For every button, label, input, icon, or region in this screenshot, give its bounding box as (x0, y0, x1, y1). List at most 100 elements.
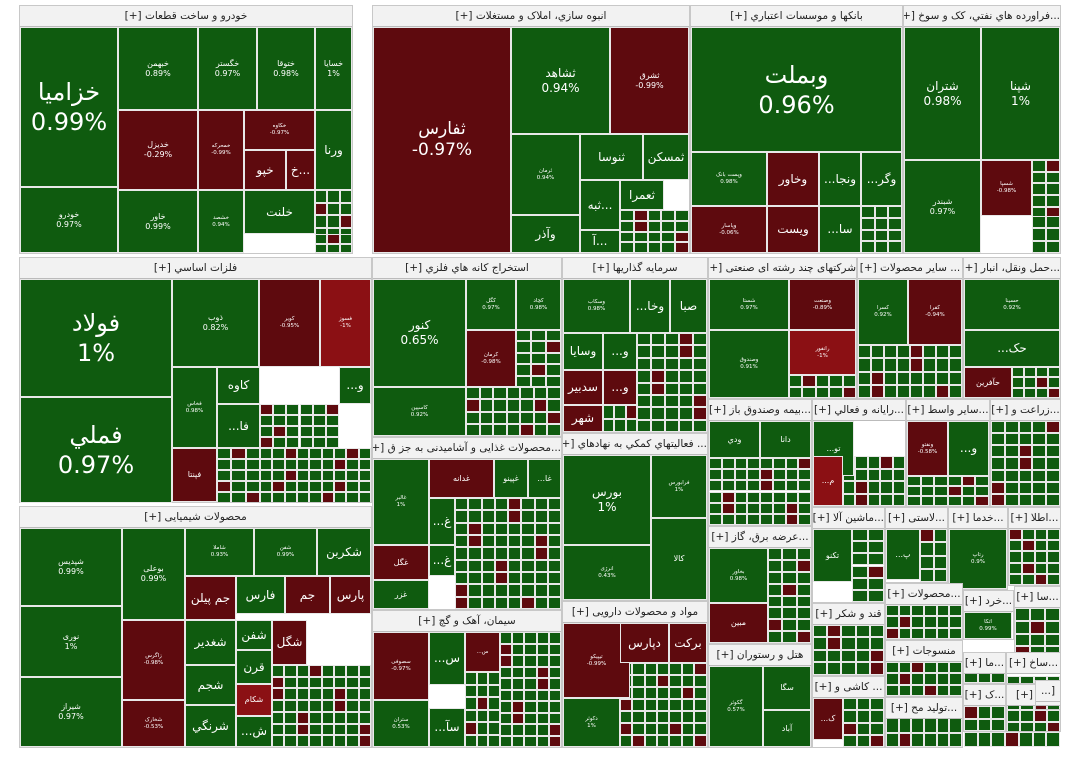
stock-tile[interactable]: ثشاهد 0.94% (511, 27, 610, 134)
minor-stock-tile[interactable] (296, 676, 310, 689)
minor-stock-tile[interactable] (991, 481, 1005, 494)
minor-stock-tile[interactable] (798, 513, 811, 525)
minor-stock-tile[interactable] (910, 345, 923, 359)
sector-header[interactable]: ...سا [+] (1015, 587, 1060, 608)
minor-stock-tile[interactable] (1034, 551, 1048, 563)
minor-stock-tile[interactable] (465, 697, 477, 710)
minor-stock-tile[interactable] (841, 624, 856, 638)
minor-stock-tile[interactable] (869, 637, 884, 650)
minor-stock-tile[interactable] (936, 371, 949, 385)
minor-stock-tile[interactable] (920, 542, 934, 556)
minor-stock-tile[interactable] (488, 697, 500, 710)
minor-stock-tile[interactable] (843, 481, 856, 494)
minor-stock-tile[interactable] (1034, 573, 1048, 585)
minor-stock-tile[interactable] (245, 470, 260, 481)
stock-tile[interactable]: کویر -0.95% (259, 279, 320, 367)
minor-stock-tile[interactable] (911, 673, 924, 685)
minor-stock-tile[interactable] (455, 535, 469, 548)
minor-stock-tile[interactable] (760, 480, 773, 492)
minor-stock-tile[interactable] (924, 684, 937, 696)
stock-tile[interactable]: خشصد 0.94% (198, 190, 244, 253)
minor-stock-tile[interactable] (521, 498, 535, 511)
stock-tile[interactable]: بخاور 0.98% (709, 548, 768, 603)
minor-stock-tile[interactable] (1047, 540, 1060, 552)
minor-stock-tile[interactable] (693, 333, 707, 346)
stock-tile[interactable]: ...ک (813, 698, 843, 740)
minor-stock-tile[interactable] (632, 687, 645, 699)
minor-stock-tile[interactable] (633, 210, 648, 221)
minor-stock-tile[interactable] (675, 231, 689, 243)
minor-stock-tile[interactable] (620, 231, 634, 243)
minor-stock-tile[interactable] (1004, 493, 1019, 506)
minor-stock-tile[interactable] (656, 723, 669, 735)
stock-tile[interactable]: ثمسکن (643, 134, 689, 180)
minor-stock-tile[interactable] (321, 676, 334, 689)
minor-stock-tile[interactable] (500, 655, 513, 667)
minor-stock-tile[interactable] (524, 632, 537, 644)
stock-tile[interactable]: تکنو (813, 529, 852, 582)
minor-stock-tile[interactable] (782, 583, 797, 596)
stock-tile[interactable]: شاملا 0.93% (185, 528, 254, 576)
minor-stock-tile[interactable] (272, 735, 285, 747)
minor-stock-tile[interactable] (841, 637, 856, 650)
minor-stock-tile[interactable] (772, 491, 786, 503)
minor-stock-tile[interactable] (620, 242, 634, 253)
minor-stock-tile[interactable] (768, 595, 783, 608)
stock-tile[interactable]: شیراز 0.97% (20, 677, 122, 747)
minor-stock-tile[interactable] (521, 547, 535, 560)
minor-stock-tile[interactable] (296, 700, 310, 712)
minor-stock-tile[interactable] (481, 522, 495, 535)
minor-stock-tile[interactable] (346, 723, 359, 736)
minor-stock-tile[interactable] (321, 481, 334, 492)
sector-header[interactable]: شرکتهای چند رشته ای صنعتی [+] (709, 258, 856, 279)
minor-stock-tile[interactable] (661, 231, 676, 243)
minor-stock-tile[interactable] (855, 649, 870, 663)
minor-stock-tile[interactable] (675, 210, 689, 221)
minor-stock-tile[interactable] (829, 375, 843, 387)
minor-stock-tile[interactable] (488, 684, 500, 697)
stock-tile[interactable]: فپنتا (172, 448, 217, 502)
minor-stock-tile[interactable] (656, 735, 669, 747)
minor-stock-tile[interactable] (547, 510, 561, 523)
minor-stock-tile[interactable] (260, 437, 274, 448)
minor-stock-tile[interactable] (321, 723, 334, 736)
minor-stock-tile[interactable] (547, 522, 561, 535)
minor-stock-tile[interactable] (481, 596, 495, 609)
minor-stock-tile[interactable] (949, 605, 962, 617)
minor-stock-tile[interactable] (493, 423, 507, 436)
minor-stock-tile[interactable] (468, 559, 482, 572)
minor-stock-tile[interactable] (871, 384, 884, 398)
minor-stock-tile[interactable] (506, 411, 521, 424)
minor-stock-tile[interactable] (1046, 228, 1060, 241)
stock-tile[interactable]: شتران 0.98% (904, 27, 981, 160)
minor-stock-tile[interactable] (520, 411, 534, 424)
minor-stock-tile[interactable] (547, 559, 561, 572)
minor-stock-tile[interactable] (1018, 493, 1033, 506)
minor-stock-tile[interactable] (656, 711, 669, 723)
minor-stock-tile[interactable] (534, 535, 548, 548)
minor-stock-tile[interactable] (897, 345, 910, 359)
minor-stock-tile[interactable] (476, 672, 489, 685)
minor-stock-tile[interactable] (284, 481, 297, 492)
minor-stock-tile[interactable] (1005, 732, 1019, 747)
minor-stock-tile[interactable] (920, 486, 935, 496)
minor-stock-tile[interactable] (796, 559, 811, 572)
minor-stock-tile[interactable] (500, 666, 513, 678)
minor-stock-tile[interactable] (521, 559, 535, 572)
minor-stock-tile[interactable] (547, 535, 561, 548)
minor-stock-tile[interactable] (625, 418, 637, 432)
minor-stock-tile[interactable] (272, 723, 285, 736)
minor-stock-tile[interactable] (936, 345, 949, 359)
minor-stock-tile[interactable] (796, 607, 811, 620)
stock-tile[interactable]: کچاد 0.98% (516, 279, 561, 330)
minor-stock-tile[interactable] (665, 382, 679, 395)
stock-tile[interactable]: ...س (429, 632, 465, 685)
minor-stock-tile[interactable] (747, 491, 760, 503)
minor-stock-tile[interactable] (548, 678, 561, 690)
minor-stock-tile[interactable] (521, 584, 535, 597)
minor-stock-tile[interactable] (843, 722, 857, 735)
sector-header[interactable]: ...ماشین آلا [+] (813, 508, 884, 529)
minor-stock-tile[interactable] (321, 711, 334, 724)
minor-stock-tile[interactable] (1015, 608, 1030, 621)
minor-stock-tile[interactable] (524, 643, 537, 655)
